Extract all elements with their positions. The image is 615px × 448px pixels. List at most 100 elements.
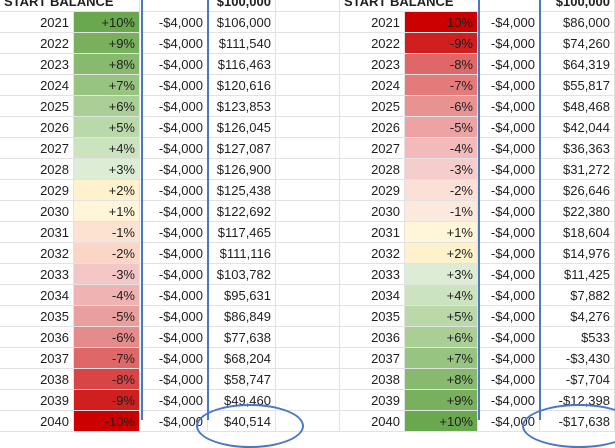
right-withdraw-cell[interactable]: -$4,000	[478, 33, 540, 54]
left-year-cell[interactable]: 2036	[0, 327, 74, 348]
right-withdraw-cell[interactable]: -$4,000	[478, 306, 540, 327]
right-balance-cell[interactable]: -$3,430	[540, 348, 615, 369]
left-year-cell[interactable]: 2031	[0, 222, 74, 243]
gap-cell[interactable]	[276, 180, 340, 201]
right-withdraw-cell[interactable]: -$4,000	[478, 12, 540, 33]
right-withdraw-cell[interactable]: -$4,000	[478, 180, 540, 201]
left-withdraw-cell[interactable]: -$4,000	[140, 369, 208, 390]
gap-cell[interactable]	[276, 285, 340, 306]
gap-cell[interactable]	[276, 327, 340, 348]
left-balance-cell[interactable]: $95,631	[208, 285, 276, 306]
left-withdraw-cell[interactable]: -$4,000	[140, 180, 208, 201]
left-year-cell[interactable]: 2030	[0, 201, 74, 222]
left-return-cell[interactable]: +9%	[74, 33, 140, 54]
left-return-cell[interactable]: +5%	[74, 117, 140, 138]
right-year-cell[interactable]: 2021	[340, 12, 405, 33]
right-year-cell[interactable]: 2037	[340, 348, 405, 369]
right-year-cell[interactable]: 2035	[340, 306, 405, 327]
right-return-cell[interactable]: +9%	[405, 390, 478, 411]
left-balance-cell[interactable]: $86,849	[208, 306, 276, 327]
right-balance-cell[interactable]: $48,468	[540, 96, 615, 117]
left-year-cell[interactable]: 2033	[0, 264, 74, 285]
right-year-cell[interactable]: 2029	[340, 180, 405, 201]
left-withdraw-cell[interactable]: -$4,000	[140, 243, 208, 264]
gap-cell[interactable]	[276, 96, 340, 117]
left-return-cell[interactable]: -2%	[74, 243, 140, 264]
left-year-cell[interactable]: 2039	[0, 390, 74, 411]
right-return-cell[interactable]: +3%	[405, 264, 478, 285]
gap-cell[interactable]	[276, 54, 340, 75]
gap-cell[interactable]	[276, 201, 340, 222]
right-balance-cell[interactable]: $7,882	[540, 285, 615, 306]
right-balance-cell[interactable]: $31,272	[540, 159, 615, 180]
left-balance-cell[interactable]: $127,087	[208, 138, 276, 159]
right-return-cell[interactable]: +6%	[405, 327, 478, 348]
left-withdraw-cell[interactable]: -$4,000	[140, 390, 208, 411]
left-year-cell[interactable]: 2029	[0, 180, 74, 201]
gap-cell[interactable]	[276, 390, 340, 411]
left-withdraw-cell[interactable]: -$4,000	[140, 75, 208, 96]
left-balance-cell[interactable]: $126,900	[208, 159, 276, 180]
left-return-cell[interactable]: -9%	[74, 390, 140, 411]
left-balance-cell[interactable]: $111,540	[208, 33, 276, 54]
right-withdraw-cell[interactable]: -$4,000	[478, 369, 540, 390]
right-withdraw-cell[interactable]: -$4,000	[478, 96, 540, 117]
left-return-cell[interactable]: +8%	[74, 54, 140, 75]
right-balance-cell[interactable]: $42,044	[540, 117, 615, 138]
right-withdraw-cell[interactable]: -$4,000	[478, 117, 540, 138]
left-withdraw-cell[interactable]: -$4,000	[140, 222, 208, 243]
gap-cell[interactable]	[276, 222, 340, 243]
right-balance-cell[interactable]: $4,276	[540, 306, 615, 327]
gap-cell[interactable]	[276, 138, 340, 159]
right-return-cell[interactable]: +7%	[405, 348, 478, 369]
left-year-cell[interactable]: 2023	[0, 54, 74, 75]
gap-cell[interactable]	[276, 0, 340, 12]
right-return-cell[interactable]: +4%	[405, 285, 478, 306]
right-withdraw-cell[interactable]: -$4,000	[478, 54, 540, 75]
left-balance-cell[interactable]: $125,438	[208, 180, 276, 201]
gap-cell[interactable]	[276, 75, 340, 96]
left-year-cell[interactable]: 2040	[0, 411, 74, 432]
left-return-cell[interactable]: +4%	[74, 138, 140, 159]
gap-cell[interactable]	[276, 369, 340, 390]
right-year-cell[interactable]: 2038	[340, 369, 405, 390]
left-return-cell[interactable]: -8%	[74, 369, 140, 390]
right-return-cell[interactable]: -1%	[405, 201, 478, 222]
left-year-cell[interactable]: 2024	[0, 75, 74, 96]
right-year-cell[interactable]: 2039	[340, 390, 405, 411]
right-withdraw-cell[interactable]: -$4,000	[478, 75, 540, 96]
right-withdraw-cell[interactable]: -$4,000	[478, 264, 540, 285]
right-year-cell[interactable]: 2025	[340, 96, 405, 117]
right-start-balance-value[interactable]: $100,000	[540, 0, 615, 12]
left-balance-cell[interactable]: $122,692	[208, 201, 276, 222]
left-balance-cell[interactable]: $77,638	[208, 327, 276, 348]
left-return-cell[interactable]: -1%	[74, 222, 140, 243]
gap-cell[interactable]	[276, 306, 340, 327]
right-withdraw-cell[interactable]: -$4,000	[478, 222, 540, 243]
left-withdraw-cell[interactable]: -$4,000	[140, 306, 208, 327]
left-withdraw-cell[interactable]: -$4,000	[140, 138, 208, 159]
left-balance-cell[interactable]: $120,616	[208, 75, 276, 96]
left-balance-cell[interactable]: $117,465	[208, 222, 276, 243]
right-withdraw-cell[interactable]: -$4,000	[478, 159, 540, 180]
right-return-cell[interactable]: +2%	[405, 243, 478, 264]
right-return-cell[interactable]: +10%	[405, 411, 478, 432]
left-return-cell[interactable]: +2%	[74, 180, 140, 201]
right-withdraw-cell[interactable]: -$4,000	[478, 348, 540, 369]
left-year-cell[interactable]: 2027	[0, 138, 74, 159]
left-return-cell[interactable]: +3%	[74, 159, 140, 180]
left-balance-cell[interactable]: $116,463	[208, 54, 276, 75]
left-return-cell[interactable]: +1%	[74, 201, 140, 222]
left-balance-cell[interactable]: $106,000	[208, 12, 276, 33]
right-return-cell[interactable]: -6%	[405, 96, 478, 117]
gap-cell[interactable]	[276, 33, 340, 54]
right-return-cell[interactable]: -8%	[405, 54, 478, 75]
left-return-cell[interactable]: -6%	[74, 327, 140, 348]
right-year-cell[interactable]: 2027	[340, 138, 405, 159]
gap-cell[interactable]	[276, 117, 340, 138]
left-header-blank[interactable]	[140, 0, 208, 12]
left-return-cell[interactable]: +10%	[74, 12, 140, 33]
right-balance-cell[interactable]: $74,260	[540, 33, 615, 54]
right-return-cell[interactable]: -3%	[405, 159, 478, 180]
left-balance-cell[interactable]: $58,747	[208, 369, 276, 390]
